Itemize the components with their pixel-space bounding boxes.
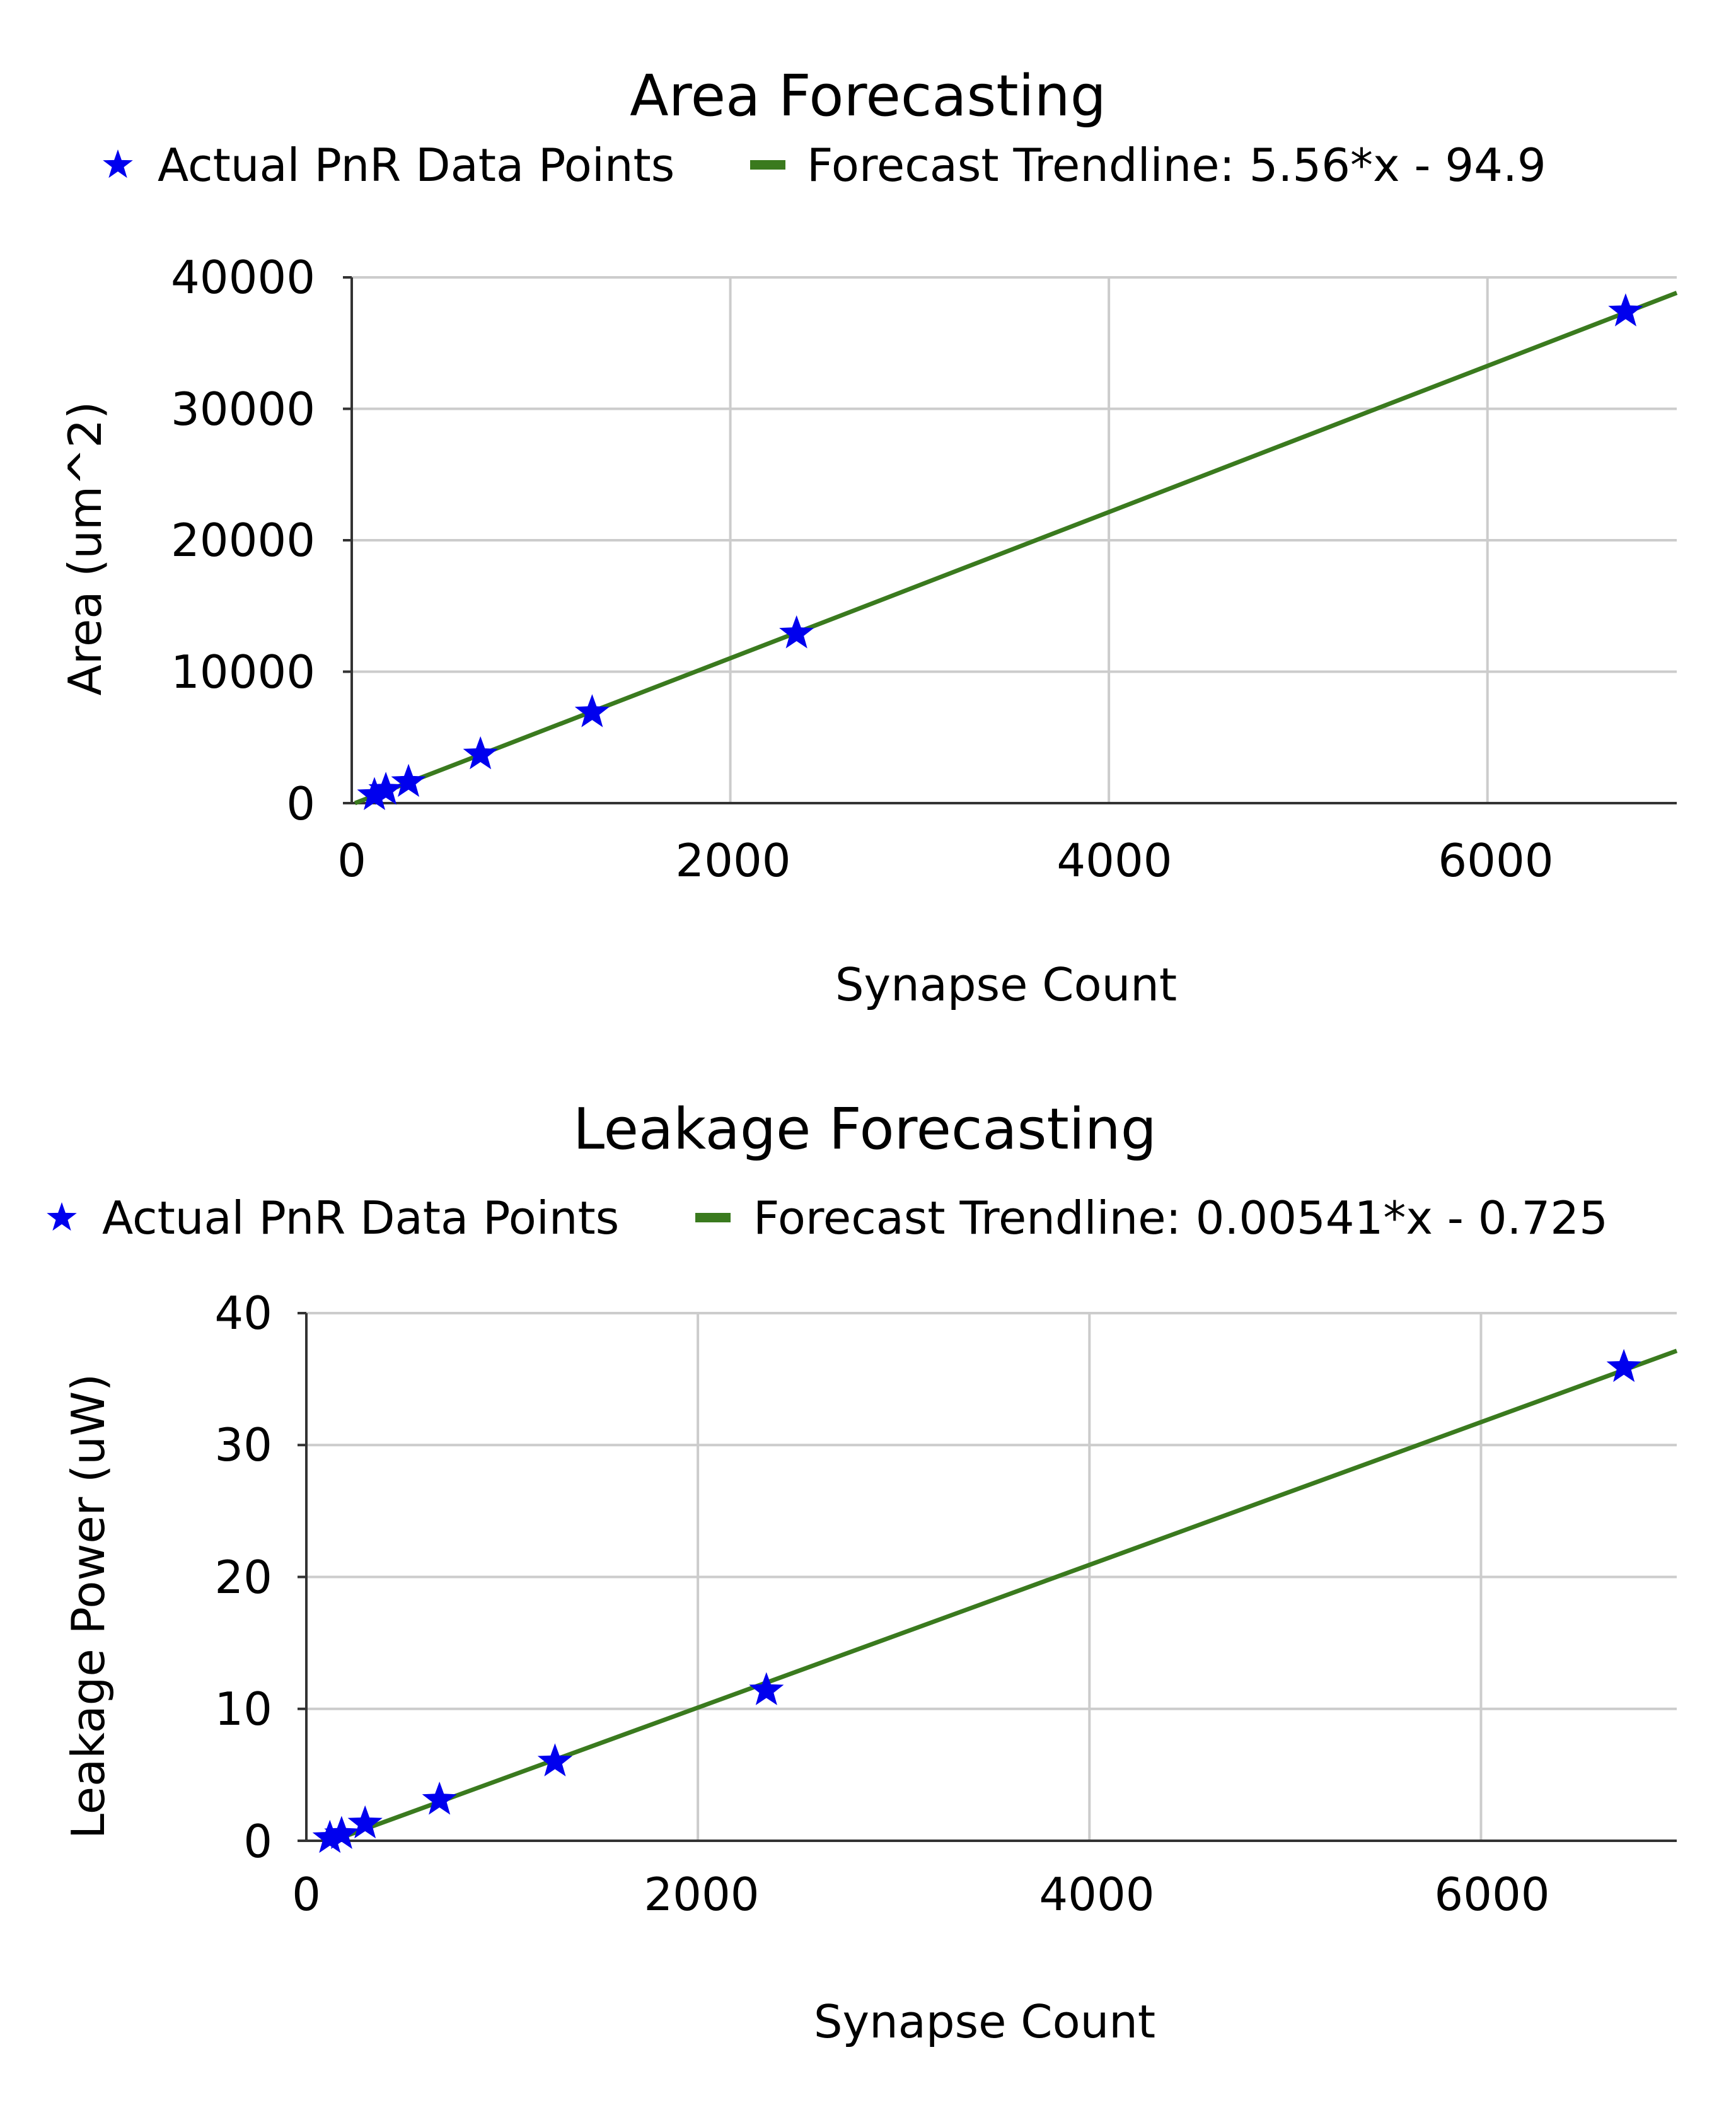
trendline <box>354 291 1678 806</box>
data-point-star <box>537 1743 572 1776</box>
leakage-forecasting-chart: Leakage Forecasting Actual PnR Data Poin… <box>47 1096 1678 2048</box>
x-tick-label: 4000 <box>1056 834 1172 887</box>
data-point-star <box>779 615 814 649</box>
x-tick-label: 0 <box>337 834 366 887</box>
x-axis-label: Synapse Count <box>814 1995 1155 2048</box>
legend-label-data-points: Actual PnR Data Points <box>158 139 674 192</box>
x-tick-label: 2000 <box>644 1868 759 1921</box>
data-point-star <box>749 1672 784 1705</box>
plot-area <box>343 276 1678 810</box>
area-forecasting-chart: Area Forecasting Actual PnR Data Points … <box>59 63 1678 1011</box>
x-tick-label: 6000 <box>1434 1868 1549 1921</box>
legend-label-trendline: Forecast Trendline: 5.56*x - 94.9 <box>807 139 1546 192</box>
x-tick-label: 0 <box>292 1868 321 1921</box>
legend-label-data-points: Actual PnR Data Points <box>102 1191 619 1244</box>
y-tick-label: 30 <box>214 1418 272 1471</box>
y-tick-label: 10 <box>214 1683 272 1735</box>
y-tick-label: 20 <box>214 1551 272 1604</box>
y-tick-label: 40000 <box>171 251 315 304</box>
data-point-star <box>312 1819 347 1853</box>
x-axis-label: Synapse Count <box>835 958 1177 1011</box>
data-point-star <box>574 694 610 727</box>
legend-star-icon <box>103 149 133 178</box>
data-point-star <box>391 763 426 797</box>
data-point-star <box>463 736 498 770</box>
data-point-star <box>368 772 403 805</box>
y-tick-label: 30000 <box>171 383 315 436</box>
y-tick-label: 40 <box>214 1287 272 1340</box>
y-tick-label: 10000 <box>171 646 315 698</box>
y-tick-label: 20000 <box>171 514 315 567</box>
chart-title: Leakage Forecasting <box>573 1096 1157 1162</box>
data-point-star <box>1608 293 1643 327</box>
y-tick-label: 0 <box>286 777 315 830</box>
legend: Actual PnR Data Points Forecast Trendlin… <box>47 1191 1608 1244</box>
trendline <box>332 1348 1678 1843</box>
data-point-star <box>324 1816 359 1849</box>
legend-label-trendline: Forecast Trendline: 0.00541*x - 0.725 <box>753 1191 1608 1244</box>
data-point-star <box>422 1782 457 1815</box>
y-axis-label: Area (um^2) <box>59 402 112 696</box>
data-point-star <box>347 1805 383 1839</box>
x-tick-label: 2000 <box>675 834 790 887</box>
data-point-star <box>1606 1348 1641 1382</box>
legend: Actual PnR Data Points Forecast Trendlin… <box>103 139 1546 192</box>
y-tick-label: 0 <box>243 1815 272 1868</box>
data-point-star <box>357 777 392 810</box>
y-axis-label: Leakage Power (uW) <box>62 1374 115 1839</box>
x-tick-label: 4000 <box>1039 1868 1154 1921</box>
plot-area <box>298 1312 1678 1853</box>
chart-title: Area Forecasting <box>630 63 1106 129</box>
x-tick-label: 6000 <box>1438 834 1553 887</box>
legend-star-icon <box>47 1202 77 1231</box>
legend-line-swatch <box>695 1213 731 1222</box>
legend-line-swatch <box>750 160 785 170</box>
